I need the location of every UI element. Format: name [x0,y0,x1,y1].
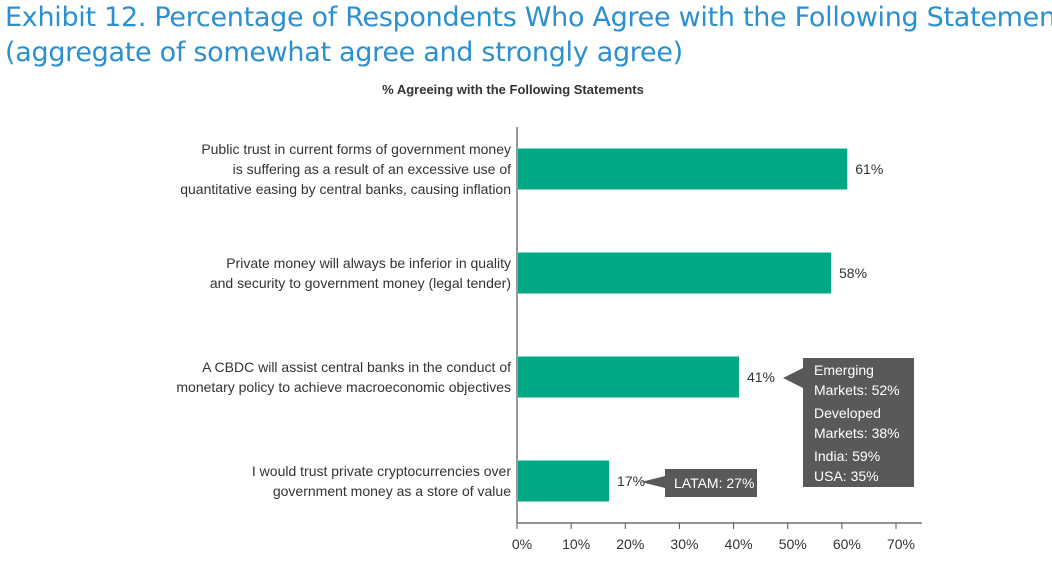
category-label-line: I would trust private cryptocurrencies o… [252,463,511,479]
exhibit-title-line-2: (aggregate of somewhat agree and strongl… [5,37,683,68]
bar [518,148,848,190]
callout-latam: LATAM: 27% [641,469,757,497]
callout-text-line: Developed [814,405,881,421]
bar-value-label: 58% [839,265,867,281]
bar [518,252,832,294]
callout-text-line: USA: 35% [814,468,879,484]
x-tick-label: 40% [725,536,753,552]
category-label-line: government money as a store of value [273,483,511,499]
category-label: I would trust private cryptocurrencies o… [252,463,511,499]
category-label: A CBDC will assist central banks in the … [176,359,511,395]
callout-text-line: LATAM: 27% [674,475,754,491]
callout-box [641,469,757,497]
bar-value-label: 61% [855,161,883,177]
callout-text-line: Markets: 52% [814,382,900,398]
x-tick-label: 20% [616,536,644,552]
callout-box [783,358,914,487]
callout-text-line: India: 59% [814,448,880,464]
callout-regions: Emerging Markets: 52% Developed Markets: 38… [783,358,914,487]
category-label-line: Private money will always be inferior in… [226,255,511,271]
category-label: Private money will always be inferior in… [210,255,511,291]
x-tick-label: 10% [562,536,590,552]
category-label-line: Public trust in current forms of governm… [201,141,511,157]
category-label-line: quantitative easing by central banks, ca… [180,181,511,197]
callout-text-line: Emerging [814,362,874,378]
bar-value-label: 41% [747,369,775,385]
chart-title: % Agreeing with the Following Statements [382,82,644,97]
category-label-line: monetary policy to achieve macroeconomic… [176,379,511,395]
bar-value-label: 17% [617,473,645,489]
exhibit-title-line-1: Exhibit 12. Percentage of Respondents Wh… [5,2,1052,33]
bar [518,460,610,502]
exhibit-title: Exhibit 12. Percentage of Respondents Wh… [5,0,1052,70]
x-tick-label: 60% [833,536,861,552]
bar [518,356,739,398]
callout-text-line: Markets: 38% [814,425,900,441]
x-tick-label: 30% [670,536,698,552]
category-label: Public trust in current forms of governm… [180,141,511,197]
x-tick-label: 50% [779,536,807,552]
category-label-line: is suffering as a result of an excessive… [233,161,511,177]
x-tick-label: 70% [887,536,915,552]
category-label-line: A CBDC will assist central banks in the … [202,359,511,375]
category-label-line: and security to government money (legal … [210,275,511,291]
x-tick-label: 0% [512,536,532,552]
